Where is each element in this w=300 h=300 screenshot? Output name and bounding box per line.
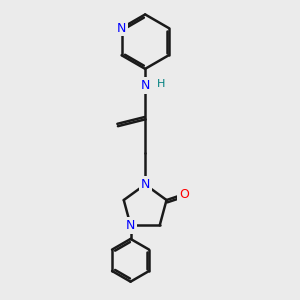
Text: N: N xyxy=(117,22,126,34)
Text: H: H xyxy=(157,80,165,89)
Text: N: N xyxy=(126,219,135,232)
Text: O: O xyxy=(179,188,189,201)
Text: N: N xyxy=(140,79,150,92)
Text: N: N xyxy=(140,178,150,191)
